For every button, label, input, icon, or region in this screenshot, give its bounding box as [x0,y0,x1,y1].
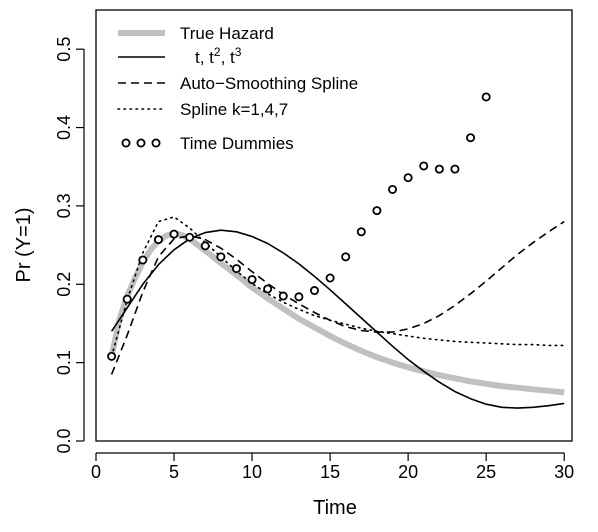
data-point-time-dummies [309,286,319,296]
data-point-time-dummies [153,235,163,245]
legend-label-auto-smoothing-spline: Auto−Smoothing Spline [180,74,358,93]
data-point-time-dummies [122,294,132,304]
y-tick-label: 0.4 [54,115,74,140]
legend-key-time-dummies [151,138,161,148]
data-point-time-dummies [216,252,226,262]
data-point-time-dummies [341,252,351,262]
data-point-time-dummies [419,161,429,171]
data-point-time-dummies [466,133,476,143]
data-point-time-dummies [278,291,288,301]
x-tick-label: 20 [398,462,418,482]
x-tick-label: 25 [476,462,496,482]
data-point-time-dummies [356,227,366,237]
data-point-time-dummies [372,206,382,216]
x-tick-label: 15 [320,462,340,482]
legend-label-time-dummies: Time Dummies [180,134,294,153]
plot-frame [95,9,573,442]
series-line-true-hazard [108,230,565,396]
x-tick-label: 30 [554,462,574,482]
y-tick-label: 0.5 [54,37,74,62]
data-point-time-dummies [247,275,257,285]
data-point-time-dummies [231,264,241,274]
data-point-time-dummies [325,273,335,283]
data-point-time-dummies [263,284,273,294]
x-axis-label: Time [313,497,357,519]
legend-label-spline-k-1-4-7: Spline k=1,4,7 [180,100,288,119]
series-line-spline-k-1-4-7 [110,216,565,358]
legend-label-true-hazard: True Hazard [180,24,274,43]
data-point-time-dummies [294,292,304,302]
data-point-time-dummies [403,173,413,183]
data-point-time-dummies [450,164,460,174]
data-point-time-dummies [107,351,117,361]
legend-label-t-t-t: t, t2, t3 [195,45,242,67]
legend-key-time-dummies [136,138,146,148]
y-tick-label: 0.0 [54,428,74,453]
data-point-time-dummies [169,229,179,239]
series-line-auto-smoothing-spline [110,220,565,375]
x-tick-label: 0 [91,462,101,482]
data-point-time-dummies [434,164,444,174]
data-point-time-dummies [185,232,195,242]
data-point-time-dummies [138,255,148,265]
y-axis-label: Pr (Y=1) [13,207,35,282]
data-point-time-dummies [200,241,210,251]
legend-key-time-dummies [121,138,131,148]
data-point-time-dummies [481,92,491,102]
x-tick-label: 5 [169,462,179,482]
data-point-time-dummies [388,184,398,194]
y-tick-label: 0.2 [54,272,74,297]
y-tick-label: 0.1 [54,350,74,375]
y-tick-label: 0.3 [54,193,74,218]
x-tick-label: 10 [242,462,262,482]
series-line-t-t-t [110,229,565,409]
